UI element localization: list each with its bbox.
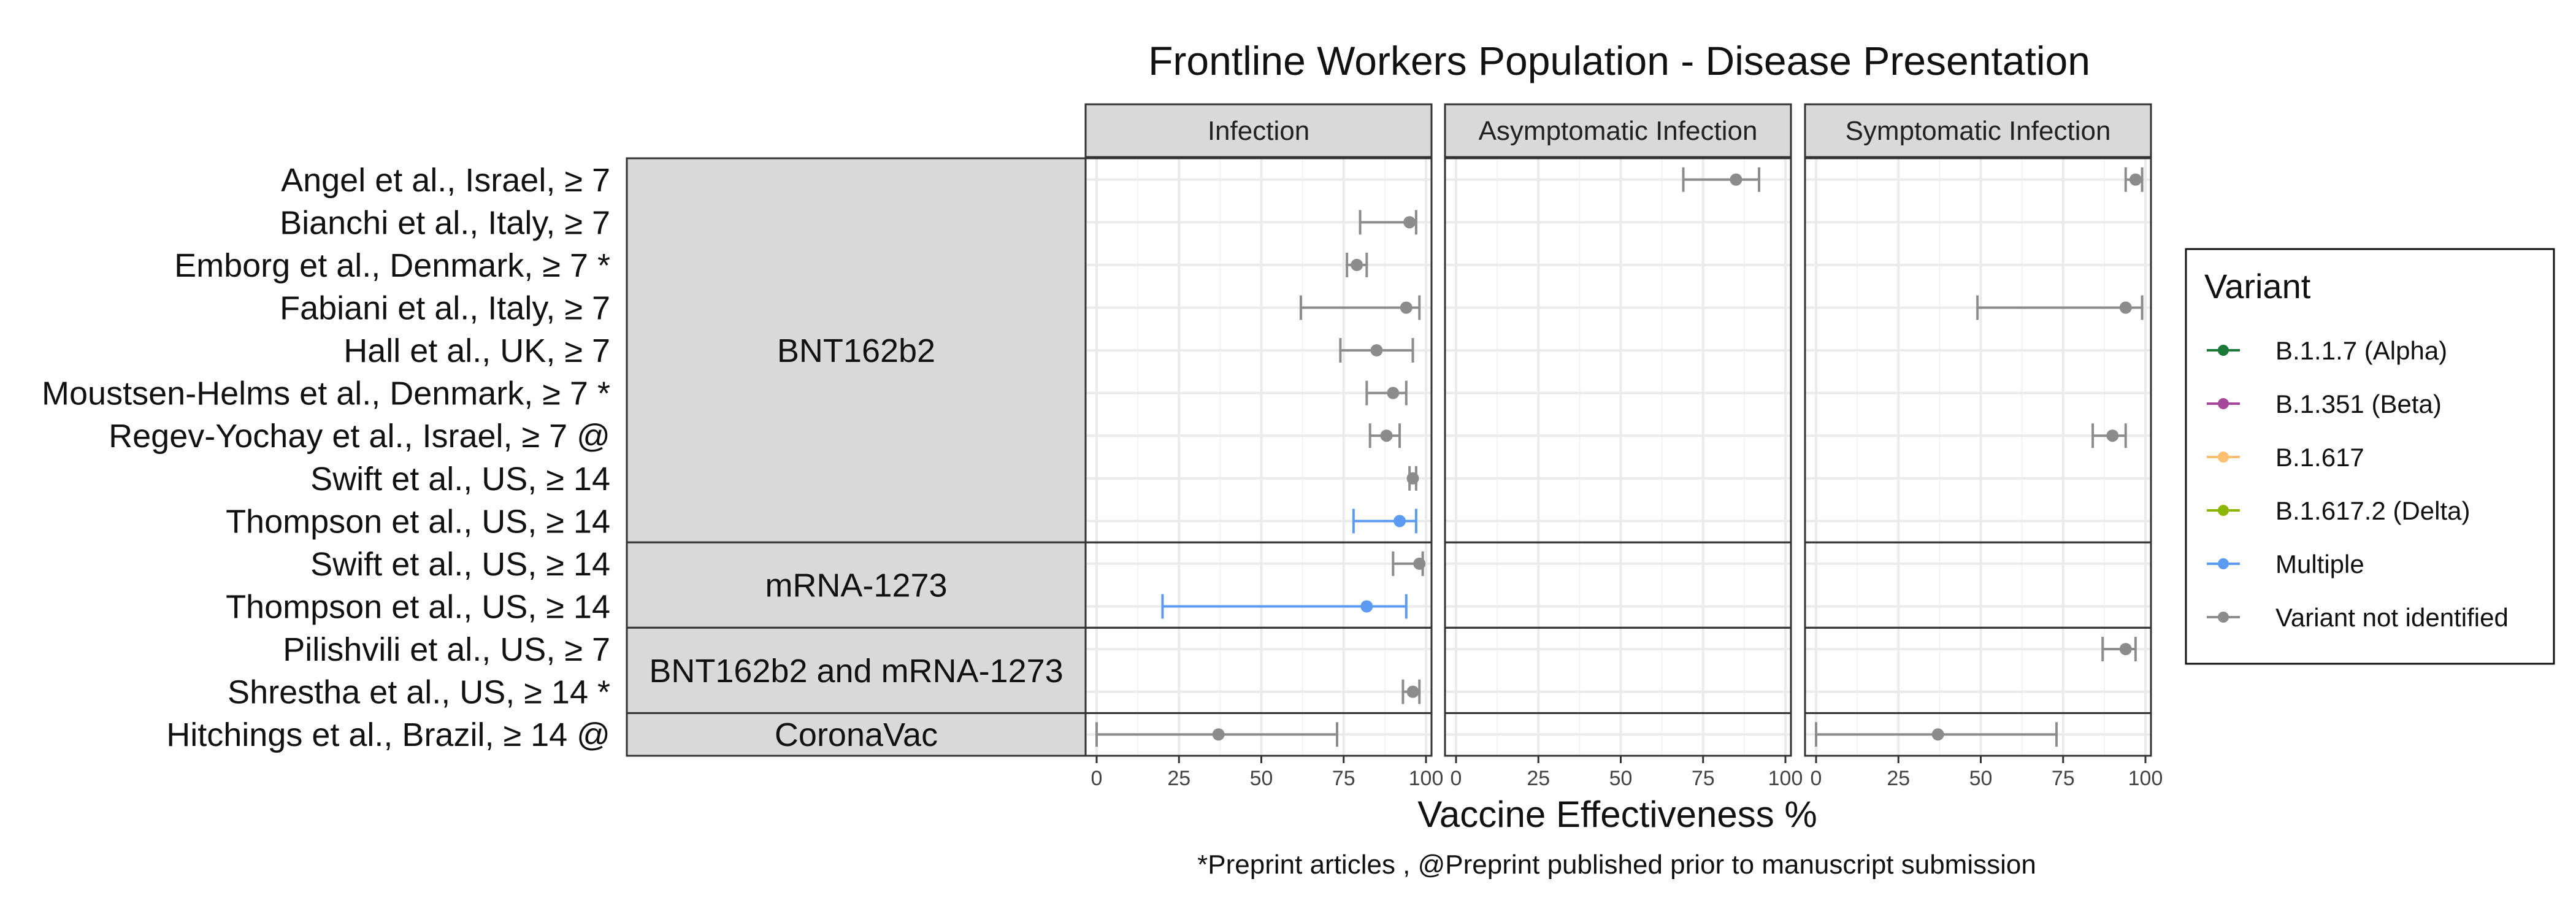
point-estimate: [1406, 685, 1419, 698]
point-estimate: [1360, 600, 1373, 613]
vaccine-group-strip: [626, 541, 1087, 629]
panel-title: Symptomatic Infection: [1846, 116, 2111, 146]
panel-title: Asymptomatic Infection: [1479, 116, 1758, 146]
vaccine-group-label: BNT162b2 and mRNA-1273: [649, 653, 1063, 690]
x-tick-label: 25: [1527, 767, 1550, 790]
x-tick-label: 100: [2128, 767, 2163, 790]
legend-key-point: [2218, 398, 2229, 409]
point-estimate: [1393, 515, 1406, 528]
x-axis-label: Vaccine Effectiveness %: [1417, 794, 1817, 835]
study-label: Hall et al., UK, ≥ 7: [343, 332, 610, 369]
x-tick-label: 0: [1091, 767, 1103, 790]
legend-item-label: B.1.617.2 (Delta): [2275, 496, 2471, 525]
legend-item-label: Variant not identified: [2275, 603, 2509, 632]
study-label: Swift et al., US, ≥ 14: [310, 546, 610, 583]
legend-key-point: [2218, 505, 2229, 516]
study-label: Thompson et al., US, ≥ 14: [226, 589, 610, 626]
vaccine-group-label: BNT162b2: [777, 332, 935, 369]
plot-area: BNT162b2 mRNA-1273 BNT162b2 and mRNA-1273 C…: [42, 103, 2163, 790]
x-tick-label: 0: [1451, 767, 1462, 790]
panel-strip: [1444, 103, 1792, 158]
x-tick-label: 50: [1969, 767, 1993, 790]
point-estimate: [1380, 429, 1393, 442]
point-estimate: [1387, 386, 1400, 399]
facet-frame: [1804, 712, 2152, 757]
study-label: Swift et al., US, ≥ 14: [310, 461, 610, 498]
point-estimate: [1406, 472, 1419, 485]
study-label: Shrestha et al., US, ≥ 14 *: [228, 674, 610, 711]
study-label: Angel et al., Israel, ≥ 7: [281, 162, 610, 199]
legend: Variant B.1.1.7 (Alpha) B.1.351 (Beta) B.1.…: [2185, 248, 2555, 665]
study-label: Regev-Yochay et al., Israel, ≥ 7 @: [109, 418, 610, 455]
point-estimate: [1212, 728, 1225, 741]
study-label: Fabiani et al., Italy, ≥ 7: [280, 290, 610, 327]
x-tick-label: 50: [1609, 767, 1633, 790]
point-estimate: [1400, 301, 1413, 314]
x-tick-label: 100: [1768, 767, 1803, 790]
study-label: Thompson et al., US, ≥ 14: [226, 503, 610, 540]
panel-title: Infection: [1208, 116, 1309, 146]
study-label: Hitchings et al., Brazil, ≥ 14 @: [166, 717, 610, 753]
legend-key-point: [2218, 452, 2229, 463]
point-estimate: [1413, 557, 1426, 570]
x-tick-label: 25: [1887, 767, 1910, 790]
point-estimate: [1351, 258, 1363, 271]
point-estimate: [1403, 216, 1416, 229]
legend-key-point: [2218, 558, 2229, 569]
facet-frame: [1444, 712, 1792, 757]
legend-item-label: Multiple: [2275, 550, 2364, 578]
point-estimate: [2106, 429, 2119, 442]
study-label: Pilishvili et al., US, ≥ 7: [283, 631, 610, 668]
footnote: *Preprint articles , @Preprint published…: [1197, 850, 2036, 880]
x-tick-label: 75: [1332, 767, 1355, 790]
x-tick-label: 0: [1811, 767, 1822, 790]
vaccine-group-strip: [626, 157, 1087, 544]
x-tick-label: 50: [1250, 767, 1273, 790]
panel-strip: [1084, 103, 1433, 158]
legend-item-label: B.1.351 (Beta): [2275, 390, 2442, 418]
panel-strip: [1804, 103, 2152, 158]
x-tick-label: 75: [1692, 767, 1715, 790]
x-tick-label: 25: [1167, 767, 1190, 790]
vaccine-group-label: CoronaVac: [775, 717, 938, 753]
x-tick-label: 100: [1409, 767, 1444, 790]
legend-item-label: B.1.1.7 (Alpha): [2275, 336, 2447, 365]
point-estimate: [2119, 643, 2132, 656]
point-estimate: [2119, 301, 2132, 314]
legend-item-label: B.1.617: [2275, 443, 2364, 472]
point-estimate: [1730, 173, 1742, 186]
legend-title: Variant: [2204, 267, 2311, 305]
chart-title: Frontline Workers Population - Disease P…: [1148, 38, 2090, 83]
x-tick-label: 75: [2052, 767, 2075, 790]
study-label: Moustsen-Helms et al., Denmark, ≥ 7 *: [42, 375, 610, 412]
facet-frame: [1084, 712, 1433, 757]
study-label: Emborg et al., Denmark, ≥ 7 *: [174, 247, 610, 284]
legend-key-point: [2218, 345, 2229, 356]
study-label: Bianchi et al., Italy, ≥ 7: [280, 204, 610, 241]
point-estimate: [1370, 344, 1383, 357]
point-estimate: [2129, 173, 2142, 186]
vaccine-group-label: mRNA-1273: [765, 567, 947, 604]
legend-key-point: [2218, 612, 2229, 623]
legend-box: [2185, 248, 2555, 665]
vaccine-group-strip: [626, 626, 1087, 714]
point-estimate: [1931, 728, 1944, 741]
